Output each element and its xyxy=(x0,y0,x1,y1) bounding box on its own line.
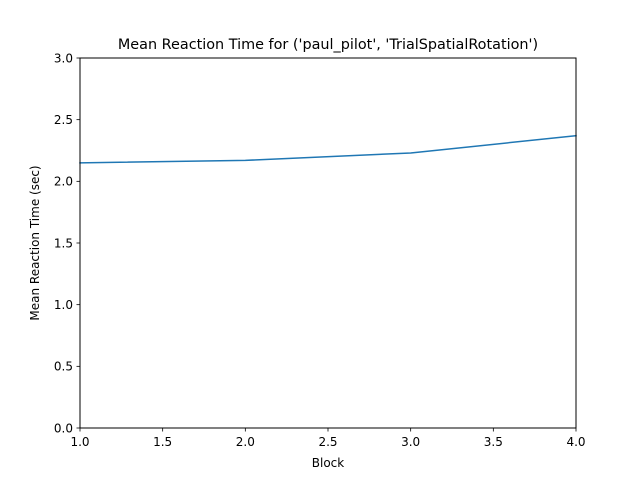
y-tick-label: 2.5 xyxy=(54,113,73,127)
chart-title: Mean Reaction Time for ('paul_pilot', 'T… xyxy=(118,37,538,53)
series-line-0 xyxy=(79,134,577,164)
x-axis-ticks: 1.0 1.5 2.0 2.5 3.0 3.5 4.0 xyxy=(70,428,586,449)
x-tick-label: 1.5 xyxy=(153,435,172,449)
y-tick-label: 0.0 xyxy=(54,421,73,435)
y-tick-label: 0.5 xyxy=(54,360,73,374)
x-tick-label: 4.0 xyxy=(566,435,585,449)
y-tick-label: 1.5 xyxy=(54,236,73,250)
y-tick-label: 1.0 xyxy=(54,298,73,312)
x-axis-label: Block xyxy=(312,456,345,470)
y-axis-label: Mean Reaction Time (sec) xyxy=(28,165,42,320)
plot-area xyxy=(80,58,576,428)
x-tick-label: 3.0 xyxy=(401,435,420,449)
y-tick-label: 3.0 xyxy=(54,51,73,65)
x-tick-label: 2.5 xyxy=(318,435,337,449)
series-layer xyxy=(79,134,577,164)
y-axis-ticks: 0.0 0.5 1.0 1.5 2.0 2.5 3.0 xyxy=(54,51,80,435)
x-tick-label: 3.5 xyxy=(484,435,503,449)
y-tick-label: 2.0 xyxy=(54,175,73,189)
x-tick-label: 1.0 xyxy=(70,435,89,449)
x-tick-label: 2.0 xyxy=(236,435,255,449)
